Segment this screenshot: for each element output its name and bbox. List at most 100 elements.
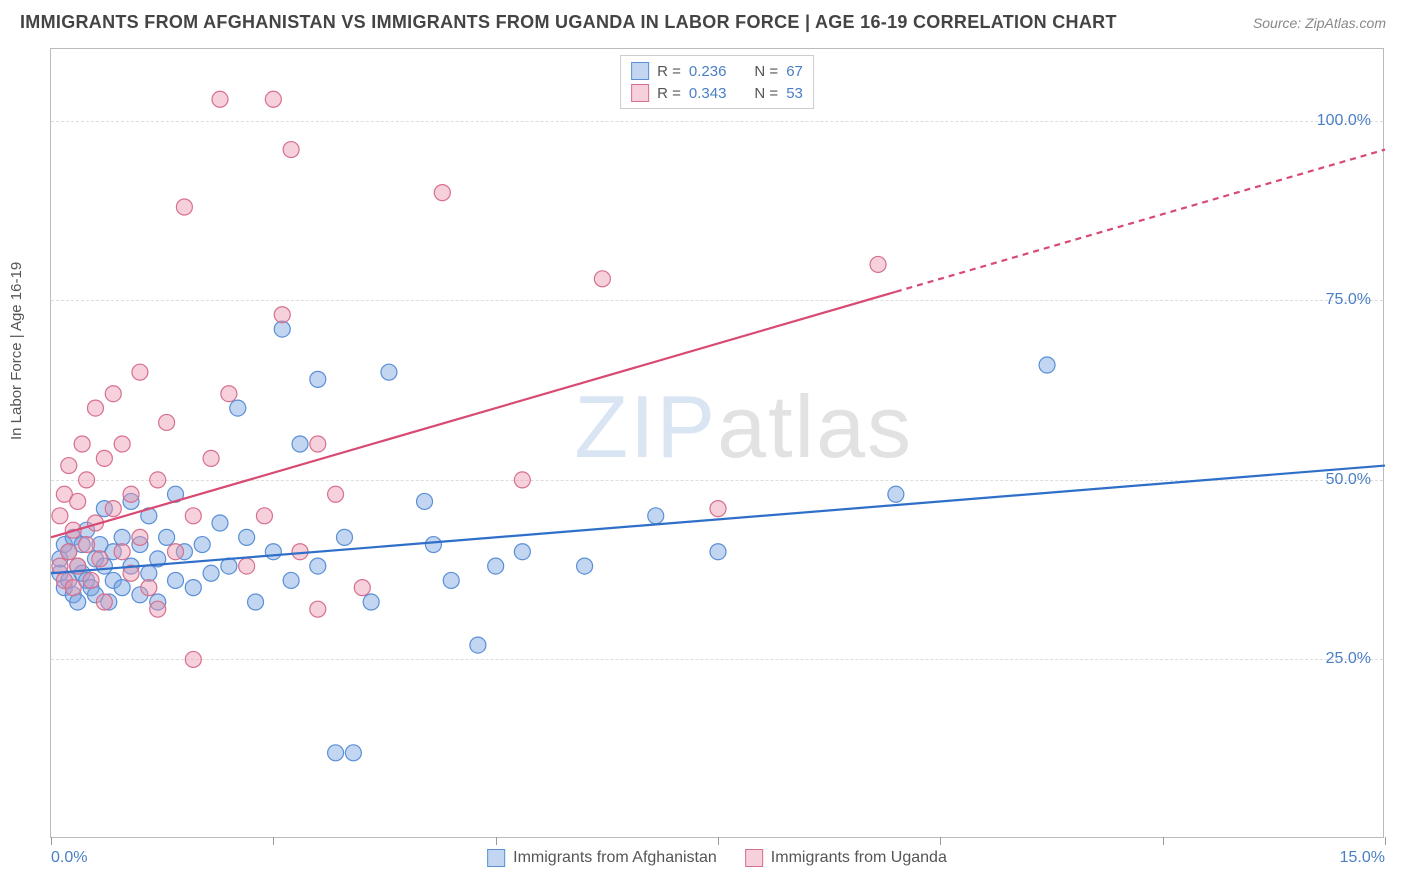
scatter-plot (51, 49, 1383, 837)
data-point (328, 745, 344, 761)
data-point (283, 142, 299, 158)
data-point (310, 371, 326, 387)
x-tick (1163, 837, 1164, 845)
data-point (363, 594, 379, 610)
swatch-icon (631, 62, 649, 80)
data-point (292, 436, 308, 452)
data-point (488, 558, 504, 574)
data-point (141, 565, 157, 581)
data-point (61, 544, 77, 560)
data-point (123, 486, 139, 502)
data-point (310, 601, 326, 617)
data-point (345, 745, 361, 761)
x-tick (496, 837, 497, 845)
swatch-icon (487, 849, 505, 867)
data-point (425, 537, 441, 553)
data-point (336, 529, 352, 545)
data-point (159, 414, 175, 430)
trend-line-dashed (896, 150, 1385, 292)
data-point (274, 321, 290, 337)
data-point (265, 544, 281, 560)
data-point (114, 436, 130, 452)
data-point (105, 501, 121, 517)
data-point (274, 307, 290, 323)
data-point (87, 400, 103, 416)
data-point (114, 544, 130, 560)
data-point (203, 565, 219, 581)
data-point (239, 558, 255, 574)
data-point (248, 594, 264, 610)
data-point (577, 558, 593, 574)
data-point (74, 436, 90, 452)
data-point (514, 472, 530, 488)
data-point (168, 544, 184, 560)
data-point (141, 580, 157, 596)
data-point (381, 364, 397, 380)
data-point (96, 594, 112, 610)
data-point (888, 486, 904, 502)
data-point (1039, 357, 1055, 373)
data-point (185, 580, 201, 596)
data-point (168, 572, 184, 588)
data-point (470, 637, 486, 653)
data-point (710, 501, 726, 517)
data-point (150, 472, 166, 488)
data-point (594, 271, 610, 287)
data-point (265, 91, 281, 107)
data-point (70, 594, 86, 610)
data-point (105, 386, 121, 402)
data-point (443, 572, 459, 588)
data-point (70, 493, 86, 509)
x-tick (51, 837, 52, 845)
data-point (176, 199, 192, 215)
trend-line (51, 292, 896, 538)
data-point (96, 450, 112, 466)
data-point (159, 529, 175, 545)
x-tick-label: 15.0% (1340, 849, 1385, 867)
data-point (514, 544, 530, 560)
chart-area: ZIPatlas 25.0%50.0%75.0%100.0% R = 0.236… (50, 48, 1384, 838)
data-point (65, 580, 81, 596)
data-point (150, 601, 166, 617)
x-tick (1385, 837, 1386, 845)
data-point (114, 529, 130, 545)
series-legend: Immigrants from Afghanistan Immigrants f… (487, 849, 947, 867)
chart-title: IMMIGRANTS FROM AFGHANISTAN VS IMMIGRANT… (20, 12, 1117, 33)
correlation-legend: R = 0.236 N = 67 R = 0.343 N = 53 (620, 55, 814, 109)
data-point (79, 537, 95, 553)
data-point (79, 472, 95, 488)
data-point (221, 558, 237, 574)
data-point (92, 551, 108, 567)
data-point (194, 537, 210, 553)
data-point (212, 91, 228, 107)
data-point (870, 256, 886, 272)
data-point (354, 580, 370, 596)
data-point (434, 185, 450, 201)
swatch-icon (745, 849, 763, 867)
data-point (283, 572, 299, 588)
data-point (221, 386, 237, 402)
data-point (83, 572, 99, 588)
data-point (239, 529, 255, 545)
data-point (52, 508, 68, 524)
swatch-icon (631, 84, 649, 102)
data-point (328, 486, 344, 502)
legend-row: R = 0.343 N = 53 (631, 82, 803, 104)
x-tick (940, 837, 941, 845)
data-point (114, 580, 130, 596)
data-point (203, 450, 219, 466)
legend-row: R = 0.236 N = 67 (631, 60, 803, 82)
data-point (132, 364, 148, 380)
data-point (256, 508, 272, 524)
data-point (230, 400, 246, 416)
data-point (212, 515, 228, 531)
y-axis-label: In Labor Force | Age 16-19 (8, 262, 25, 440)
x-tick (273, 837, 274, 845)
data-point (310, 558, 326, 574)
data-point (648, 508, 664, 524)
data-point (185, 651, 201, 667)
data-point (61, 458, 77, 474)
data-point (132, 529, 148, 545)
source-label: Source: ZipAtlas.com (1253, 15, 1386, 31)
data-point (185, 508, 201, 524)
